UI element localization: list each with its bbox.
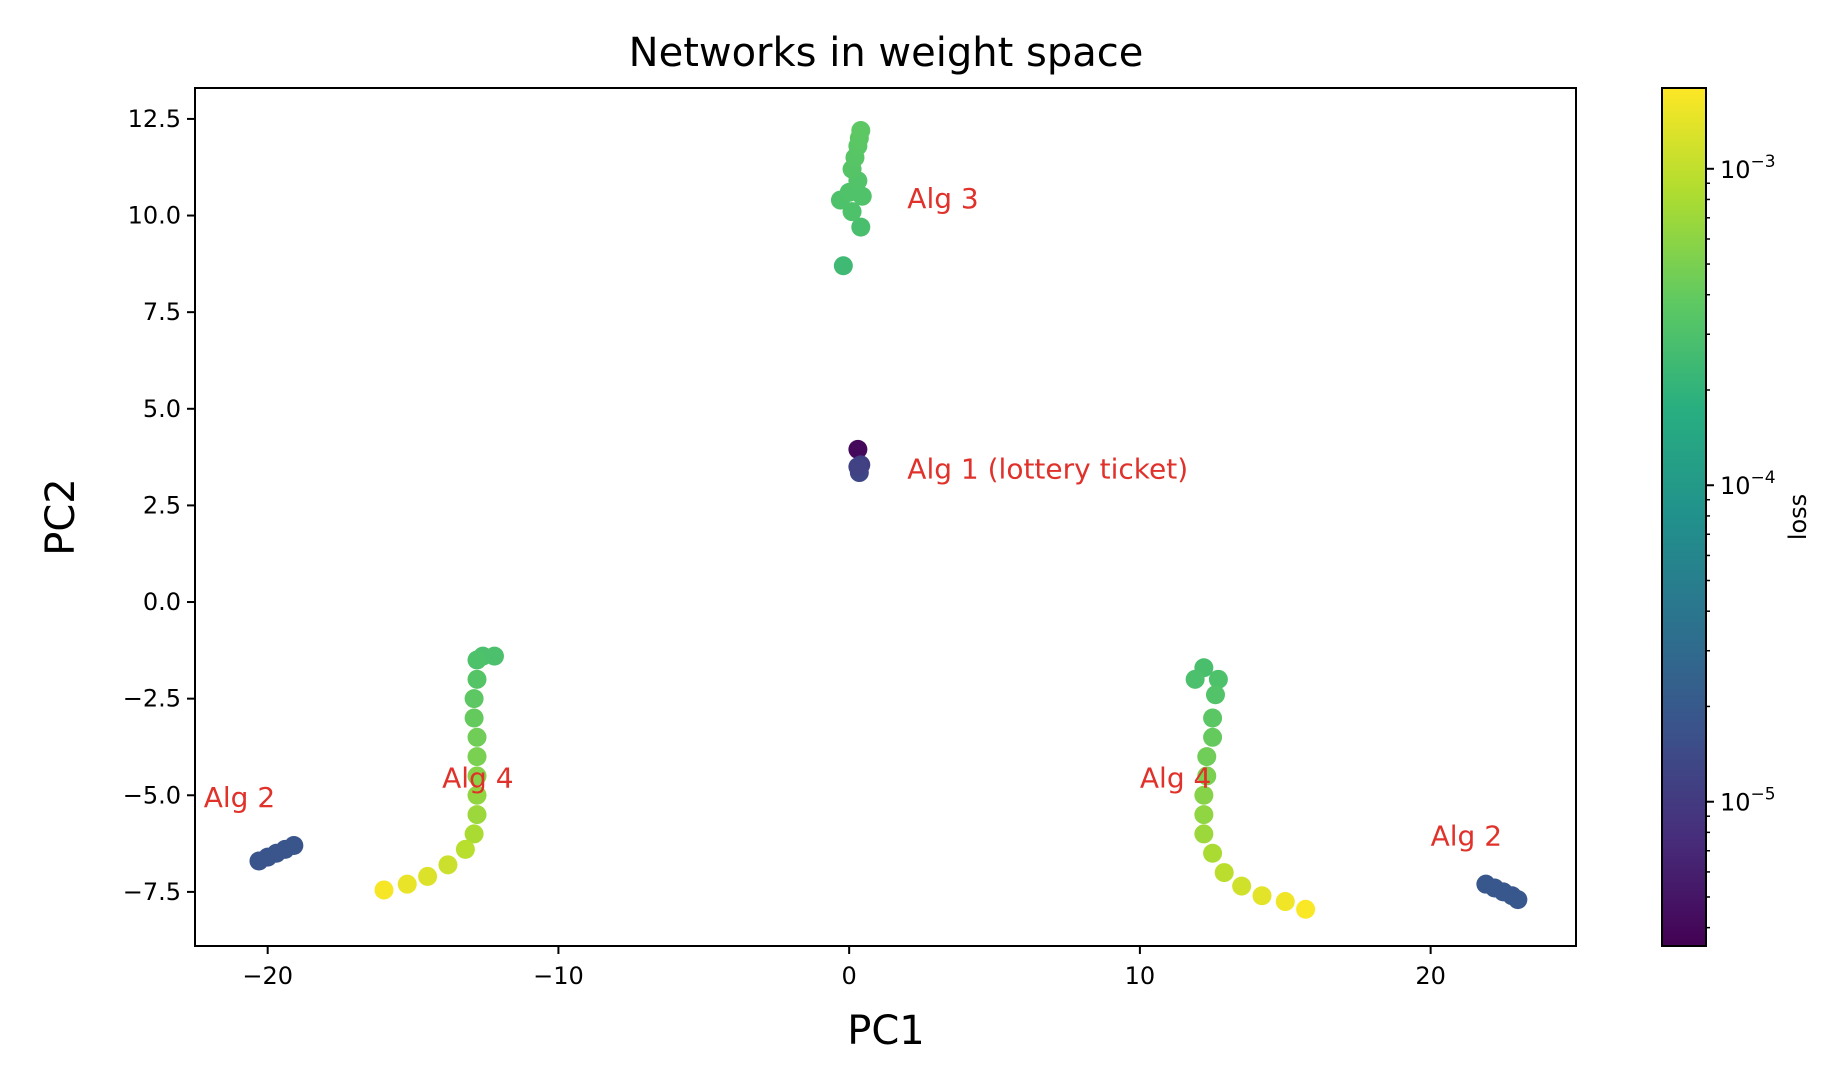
scatter-point xyxy=(1508,890,1528,910)
scatter-point xyxy=(1203,708,1223,728)
scatter-point xyxy=(374,880,394,900)
scatter-point xyxy=(833,256,853,276)
colorbar: 10−3 10−4 10−5 loss xyxy=(1661,87,1812,947)
y-tick-label: −5.0 xyxy=(123,781,181,809)
scatter-point xyxy=(284,836,304,856)
y-tick-label: 12.5 xyxy=(128,105,181,133)
x-tick-label: 10 xyxy=(1125,962,1156,990)
x-tick-label: −10 xyxy=(533,962,584,990)
scatter-point xyxy=(418,866,438,886)
y-tick-label: −2.5 xyxy=(123,685,181,713)
y-tick-label: −7.5 xyxy=(123,878,181,906)
scatter-point xyxy=(467,747,487,767)
x-tick-label: 20 xyxy=(1415,962,1446,990)
scatter-point xyxy=(1197,766,1217,786)
annotation-label: Alg 1 (lottery ticket) xyxy=(907,452,1188,485)
scatter-point xyxy=(1252,886,1272,906)
scatter-point xyxy=(848,457,868,477)
colorbar-ticks: 10−3 10−4 10−5 xyxy=(1706,152,1776,929)
chart-title: Networks in weight space xyxy=(629,30,1144,76)
scatter-point xyxy=(851,217,871,237)
scatter-point xyxy=(464,689,484,709)
annotation-label: Alg 4 xyxy=(1140,762,1211,795)
annotation-label: Alg 2 xyxy=(1431,820,1502,853)
y-tick-label: 10.0 xyxy=(128,202,181,230)
annotation-label: Alg 3 xyxy=(907,182,978,215)
scatter-point xyxy=(467,650,487,670)
scatter-point xyxy=(842,202,862,222)
scatter-point xyxy=(1194,785,1214,805)
scatter-point xyxy=(1203,843,1223,863)
x-axis: −20 −10 0 10 20 xyxy=(242,946,1446,990)
scatter-point xyxy=(467,727,487,747)
scatter-point xyxy=(467,766,487,786)
y-tick-label: 0.0 xyxy=(143,588,181,616)
points-layer xyxy=(249,121,1528,919)
x-axis-title: PC1 xyxy=(847,1008,925,1054)
scatter-point xyxy=(1275,892,1295,912)
colorbar-tick-label: 10−3 xyxy=(1720,152,1776,184)
annotations-layer: Alg 3 Alg 1 (lottery ticket) Alg 2 Alg 4 Alg… xyxy=(204,182,1502,853)
scatter-point xyxy=(464,708,484,728)
scatter-point xyxy=(467,669,487,689)
scatter-point xyxy=(1208,669,1228,689)
plot-frame xyxy=(194,87,1577,947)
x-tick-label: 0 xyxy=(842,962,857,990)
y-tick-label: 2.5 xyxy=(143,491,181,519)
scatter-point xyxy=(1203,727,1223,747)
y-axis-title: PC2 xyxy=(38,478,84,556)
scatter-point xyxy=(1194,824,1214,844)
annotation-label: Alg 4 xyxy=(442,762,513,795)
colorbar-label: loss xyxy=(1784,494,1812,540)
y-tick-label: 7.5 xyxy=(143,298,181,326)
scatter-point xyxy=(1205,685,1225,705)
y-tick-label: 5.0 xyxy=(143,395,181,423)
scatter-point xyxy=(1296,899,1316,919)
colorbar-tick-label: 10−4 xyxy=(1720,468,1776,500)
scatter-point xyxy=(464,824,484,844)
x-tick-label: −20 xyxy=(242,962,293,990)
scatter-point xyxy=(467,785,487,805)
scatter-point xyxy=(455,839,475,859)
scatter-point xyxy=(1232,876,1252,896)
scatter-point xyxy=(1214,863,1234,883)
annotation-label: Alg 2 xyxy=(204,781,275,814)
scatter-point xyxy=(438,855,458,875)
y-axis: 12.5 10.0 7.5 5.0 2.5 0.0 −2.5 −5.0 −7.5 xyxy=(123,105,195,906)
colorbar-tick-label: 10−5 xyxy=(1720,785,1776,817)
scatter-point xyxy=(467,805,487,825)
scatter-point xyxy=(1194,805,1214,825)
scatter-point xyxy=(848,439,868,459)
scatter-point xyxy=(1197,747,1217,767)
colorbar-gradient xyxy=(1661,87,1707,947)
scatter-point xyxy=(851,121,871,141)
scatter-point xyxy=(397,874,417,894)
scatter-point xyxy=(1185,669,1205,689)
